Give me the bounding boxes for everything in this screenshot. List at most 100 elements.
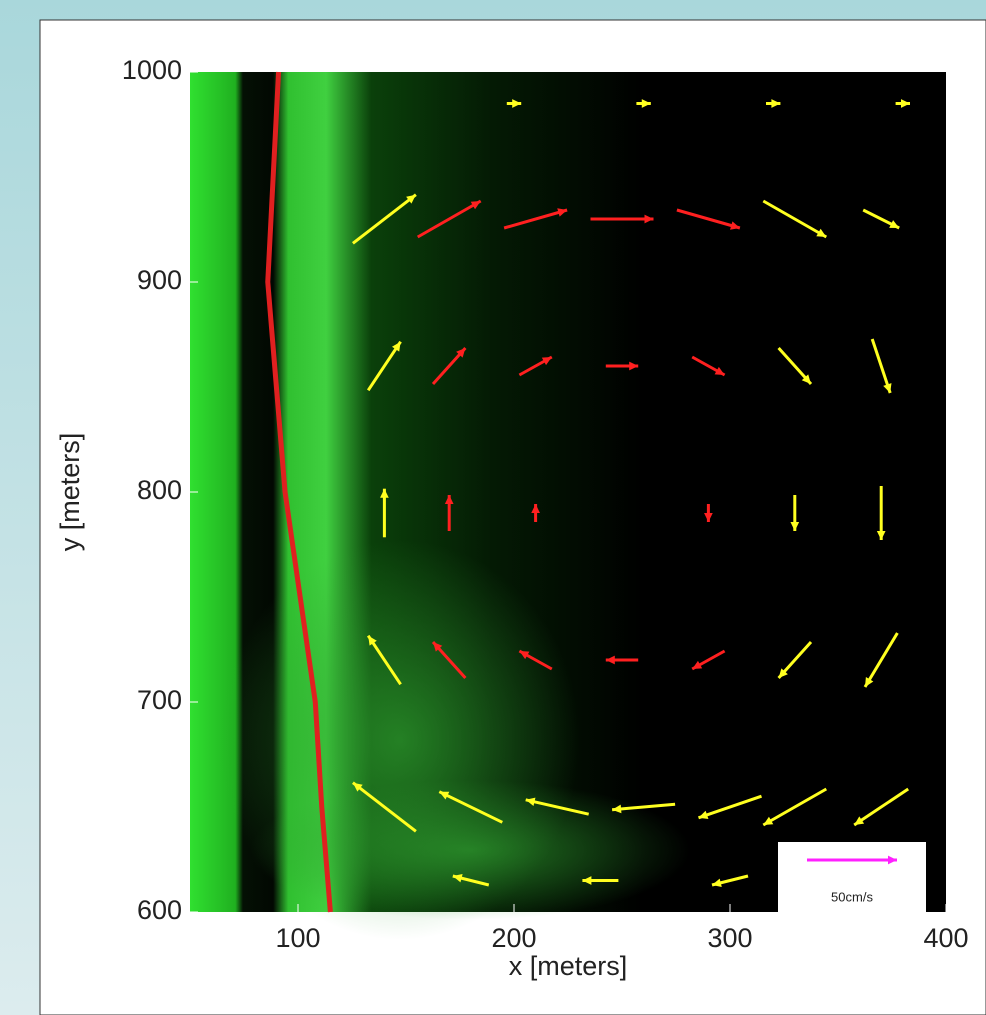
x-tick-label: 400 xyxy=(923,923,968,953)
arrow-shaft xyxy=(438,790,503,824)
arrow xyxy=(605,655,639,665)
x-tick-label: 200 xyxy=(491,923,536,953)
arrow-head xyxy=(704,512,713,522)
arrow-head xyxy=(641,99,651,108)
arrow xyxy=(380,488,389,538)
arrow xyxy=(611,802,676,814)
arrow-head xyxy=(771,99,781,108)
arrow-shaft xyxy=(366,340,402,392)
arrow xyxy=(525,797,590,816)
arrow xyxy=(676,208,741,230)
arrow-shaft xyxy=(863,632,899,688)
arrow xyxy=(438,790,503,824)
arrow-shaft xyxy=(416,199,482,239)
arrow xyxy=(366,340,402,392)
arrow-head xyxy=(512,99,522,108)
y-axis-label: y [meters] xyxy=(55,433,85,552)
arrow xyxy=(853,787,910,827)
arrow-head xyxy=(444,495,454,505)
y-tick-label: 1000 xyxy=(122,55,182,85)
arrow-head xyxy=(900,99,910,108)
arrow xyxy=(636,99,651,108)
arrow-head xyxy=(439,791,450,800)
arrow xyxy=(351,193,417,245)
arrow-head xyxy=(790,521,800,531)
arrow xyxy=(895,99,910,108)
arrow-shaft xyxy=(503,208,568,230)
arrow-shaft xyxy=(525,798,590,816)
arrow xyxy=(807,855,897,865)
arrow-shaft xyxy=(351,781,417,833)
arrow-head xyxy=(854,816,865,825)
arrow xyxy=(366,634,402,686)
arrow xyxy=(351,781,417,833)
arrow-head xyxy=(889,220,900,228)
arrow xyxy=(876,486,886,540)
shoreline xyxy=(265,71,333,913)
y-tick-label: 900 xyxy=(137,265,182,295)
scale-label: 50cm/s xyxy=(831,889,873,904)
arrow xyxy=(698,794,762,820)
arrow xyxy=(790,495,800,531)
arrow xyxy=(711,874,749,888)
y-tick-label: 600 xyxy=(137,895,182,925)
x-axis-label: x [meters] xyxy=(509,951,628,981)
arrow-head xyxy=(406,194,416,204)
arrow-head xyxy=(519,651,530,660)
arrow xyxy=(605,361,639,371)
arrow-head xyxy=(352,782,363,792)
heatmap-patch xyxy=(250,780,690,920)
arrow xyxy=(518,355,553,377)
arrow xyxy=(582,876,619,885)
arrow xyxy=(518,649,553,671)
arrow-shaft xyxy=(762,199,828,239)
arrow-head xyxy=(865,677,874,687)
arrow-head xyxy=(612,804,622,814)
arrow-head xyxy=(712,878,722,888)
arrow xyxy=(691,649,726,671)
arrow xyxy=(431,640,467,680)
arrow-head xyxy=(763,816,774,825)
arrow-head xyxy=(452,873,463,883)
arrow-head xyxy=(883,383,892,393)
arrow-head xyxy=(816,228,827,237)
arrow xyxy=(431,346,467,386)
arrow-head xyxy=(887,855,897,865)
arrow xyxy=(503,208,568,230)
arrow-head xyxy=(380,488,389,498)
arrow xyxy=(416,199,482,239)
arrow xyxy=(444,495,454,531)
arrow-head xyxy=(557,208,568,217)
arrow-shaft xyxy=(611,802,676,812)
arrow-head xyxy=(644,214,654,224)
arrow-head xyxy=(391,341,401,352)
arrow-head xyxy=(714,366,725,375)
arrow-head xyxy=(368,635,377,646)
arrow-head xyxy=(433,642,443,652)
x-tick-label: 300 xyxy=(707,923,752,953)
arrow-shaft xyxy=(366,634,402,686)
arrow xyxy=(691,355,726,377)
arrow-head xyxy=(876,530,886,540)
arrow xyxy=(590,214,654,224)
arrow xyxy=(762,199,828,239)
arrow-shaft xyxy=(870,338,892,394)
arrow-shaft xyxy=(853,787,910,827)
x-tick-label: 100 xyxy=(275,923,320,953)
scale-box xyxy=(778,842,926,912)
arrow xyxy=(777,346,813,386)
arrow-head xyxy=(470,201,481,210)
arrow xyxy=(762,787,828,827)
arrow xyxy=(452,873,490,887)
y-tick-label: 700 xyxy=(137,685,182,715)
arrow-head xyxy=(698,810,709,819)
arrow-head xyxy=(531,504,540,514)
arrow-shaft xyxy=(762,787,828,827)
arrow-head xyxy=(582,876,592,885)
arrow-head xyxy=(456,348,466,358)
arrow xyxy=(863,632,899,688)
arrow-head xyxy=(801,374,811,384)
arrow-head xyxy=(525,797,536,807)
arrow-head xyxy=(692,660,703,669)
